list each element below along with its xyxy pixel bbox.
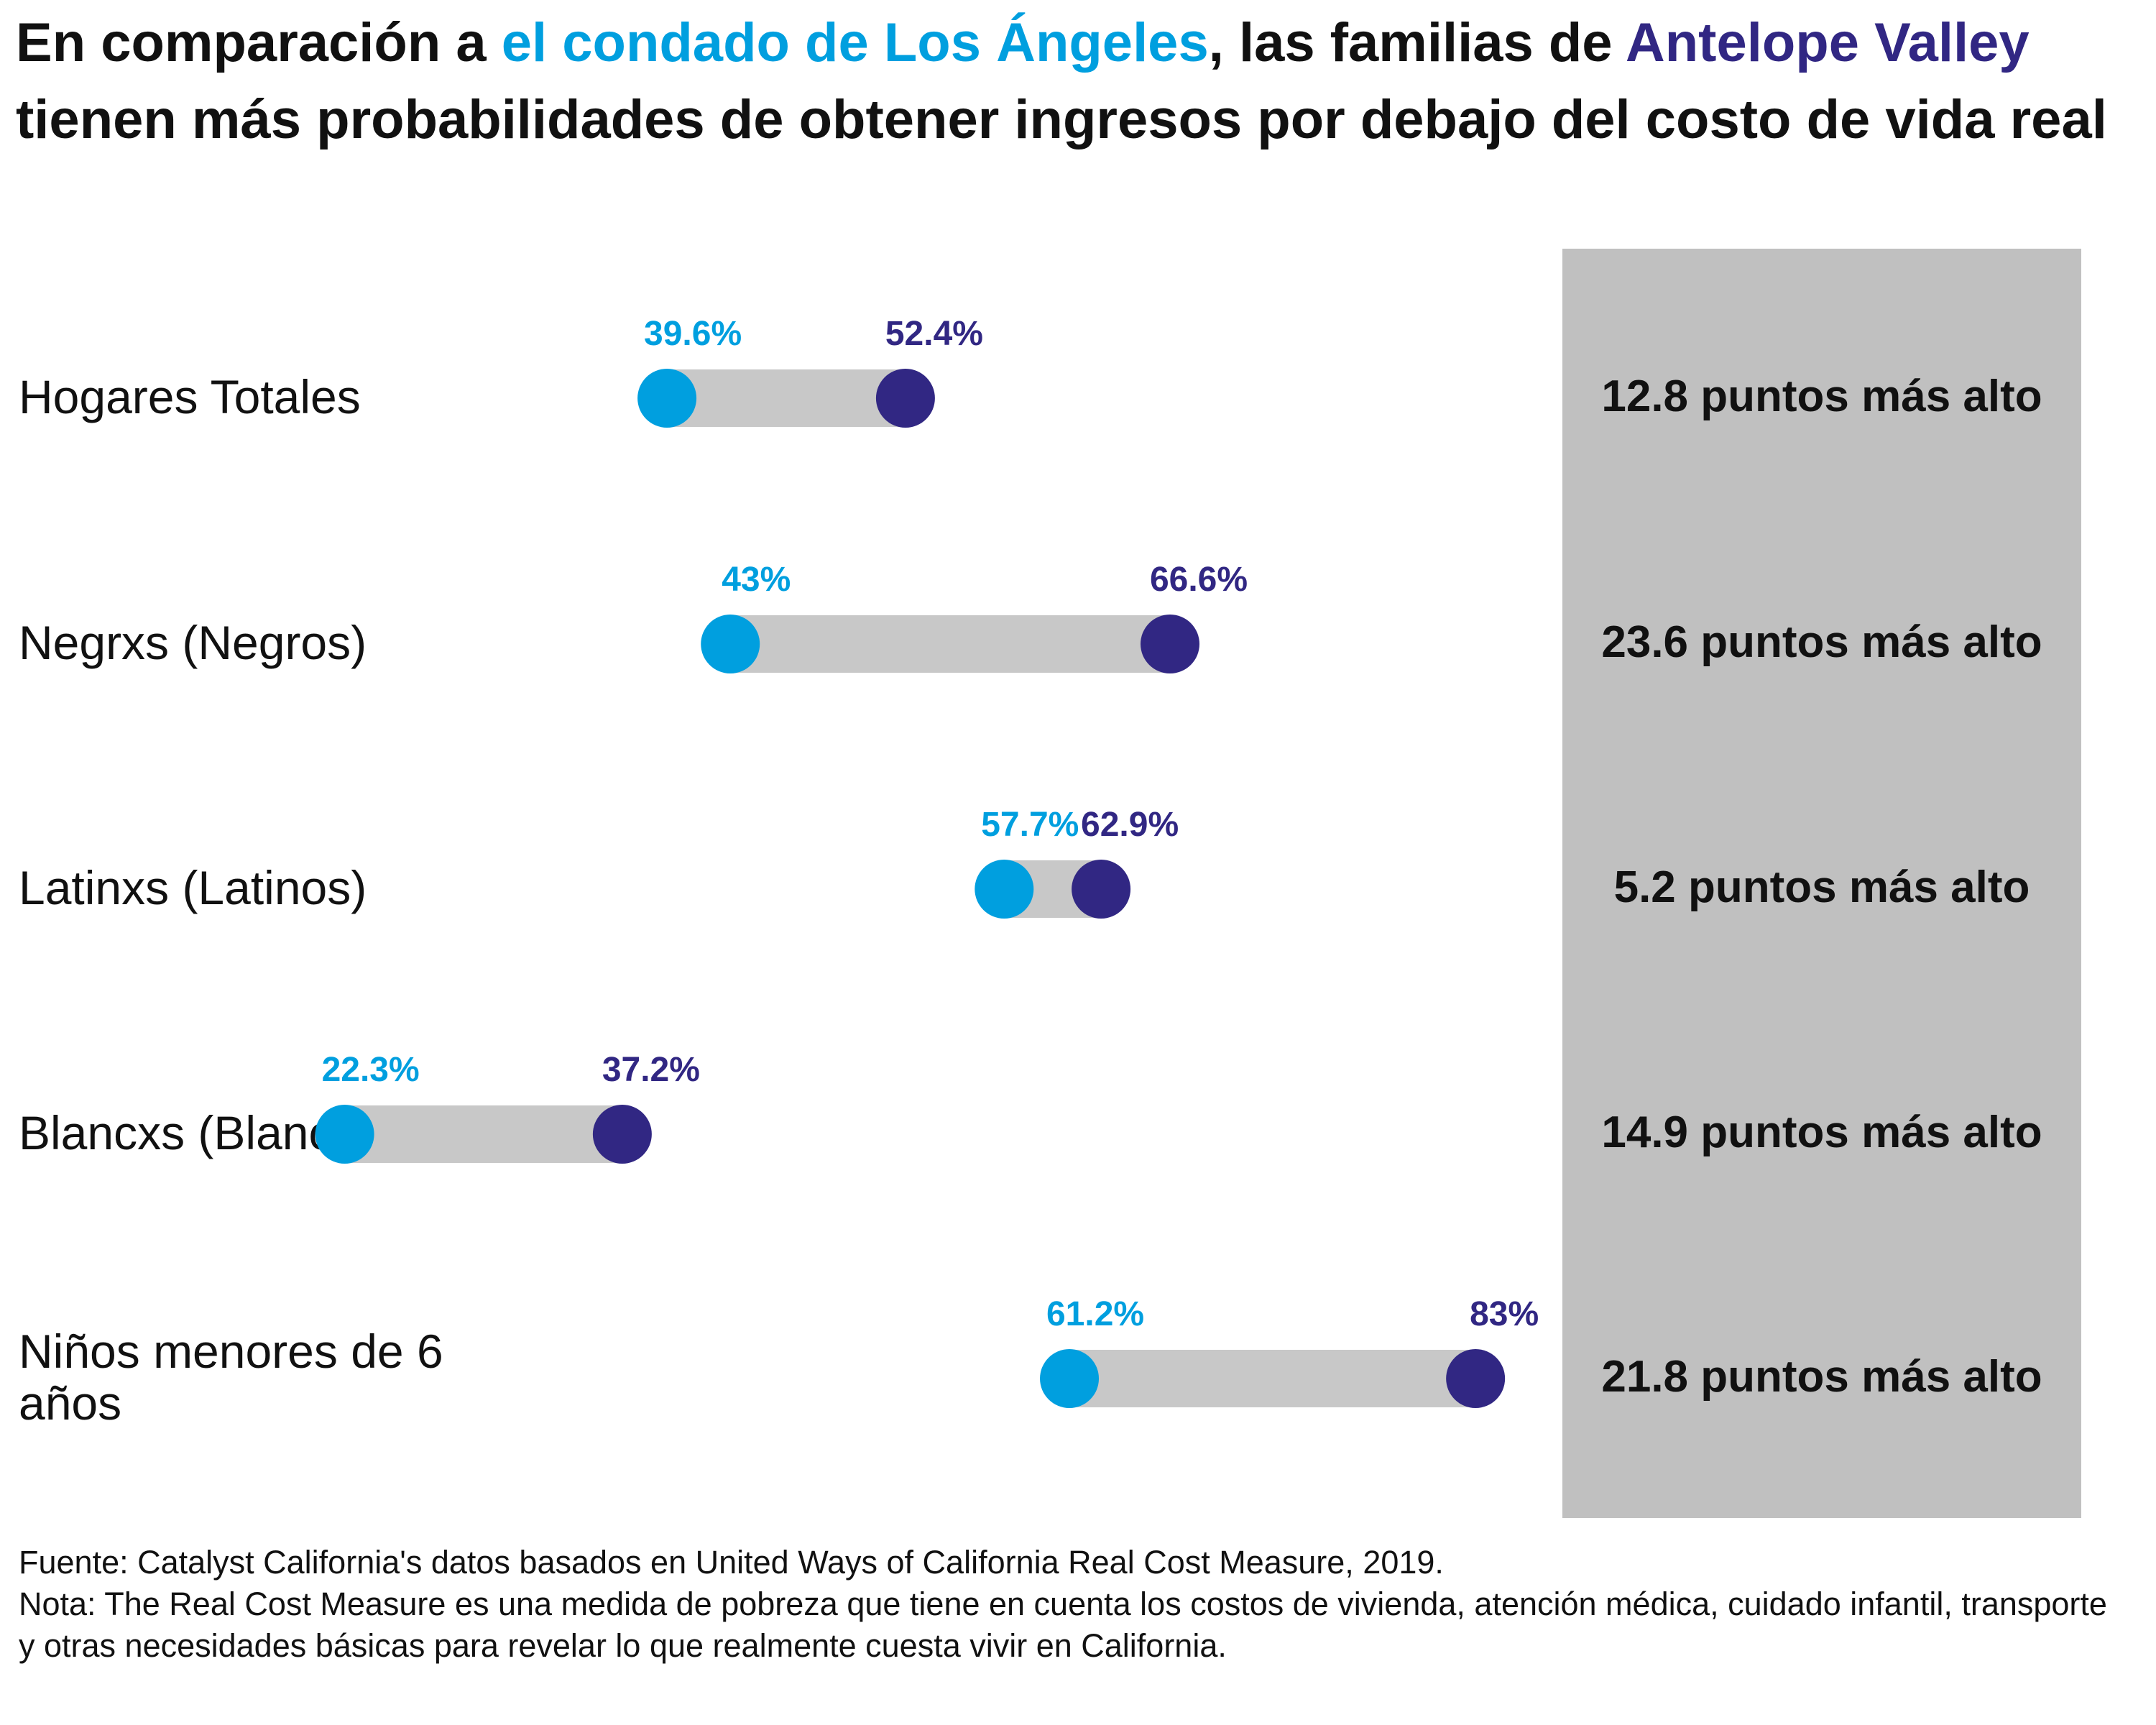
difference-label: 14.9 puntos más alto [1601,1108,2042,1157]
title-text-2: , las familias de [1208,12,1626,73]
antelope-valley-value-label: 83% [1470,1295,1539,1333]
title-antelope-valley-label: Antelope Valley [1625,12,2030,73]
difference-label: 12.8 puntos más alto [1601,372,2042,421]
title-los-angeles-label: el condado de Los Ángeles [501,12,1209,73]
los-angeles-dot [637,369,697,428]
difference-label: 5.2 puntos más alto [1613,862,2030,912]
title-text-3: tienen más probabilidades de obtener ing… [16,89,2107,150]
connector-bar [667,369,906,427]
antelope-valley-dot [1141,615,1200,673]
source-note: Fuente: Catalyst California's datos basa… [19,1544,1444,1581]
antelope-valley-value-label: 37.2% [602,1051,700,1089]
chart-title: En comparación a el condado de Los Ángel… [16,4,2129,158]
antelope-valley-value-label: 66.6% [1150,561,1248,599]
connector-bar [1069,1350,1476,1407]
dumbbell-chart: 39.6% 52.4% 43% 66.6% 57.7% 62.9% 22.3% 37.2% 61… [315,315,1539,1408]
footer: Fuente: Catalyst California's datos basa… [19,1542,2132,1667]
los-angeles-value-label: 61.2% [1046,1295,1144,1333]
connector-bar [344,1105,622,1163]
difference-label: 23.6 puntos más alto [1601,617,2042,667]
antelope-valley-dot [1072,860,1131,919]
difference-label: 21.8 puntos más alto [1601,1352,2042,1402]
method-note: Nota: The Real Cost Measure es una medid… [19,1586,2107,1664]
title-text-1: En comparación a [16,12,502,73]
los-angeles-dot [315,1105,374,1164]
los-angeles-value-label: 43% [722,561,791,599]
los-angeles-value-label: 22.3% [322,1051,420,1089]
row-label: Hogares Totales [19,370,361,423]
los-angeles-value-label: 57.7% [981,806,1079,844]
row-label: Negrxs (Negros) [19,616,367,669]
difference-panel [1562,249,2081,1518]
connector-bar [730,615,1171,673]
row-label: Latinxs (Latinos) [19,861,367,914]
antelope-valley-dot [1446,1349,1506,1408]
los-angeles-value-label: 39.6% [644,315,742,353]
row-label: Niños menores de 6 años [19,1325,443,1430]
antelope-valley-value-label: 52.4% [885,315,983,353]
los-angeles-dot [1040,1349,1100,1408]
antelope-valley-dot [592,1105,652,1164]
antelope-valley-value-label: 62.9% [1081,806,1179,844]
los-angeles-dot [701,615,760,673]
antelope-valley-dot [875,369,935,428]
los-angeles-dot [975,860,1034,919]
